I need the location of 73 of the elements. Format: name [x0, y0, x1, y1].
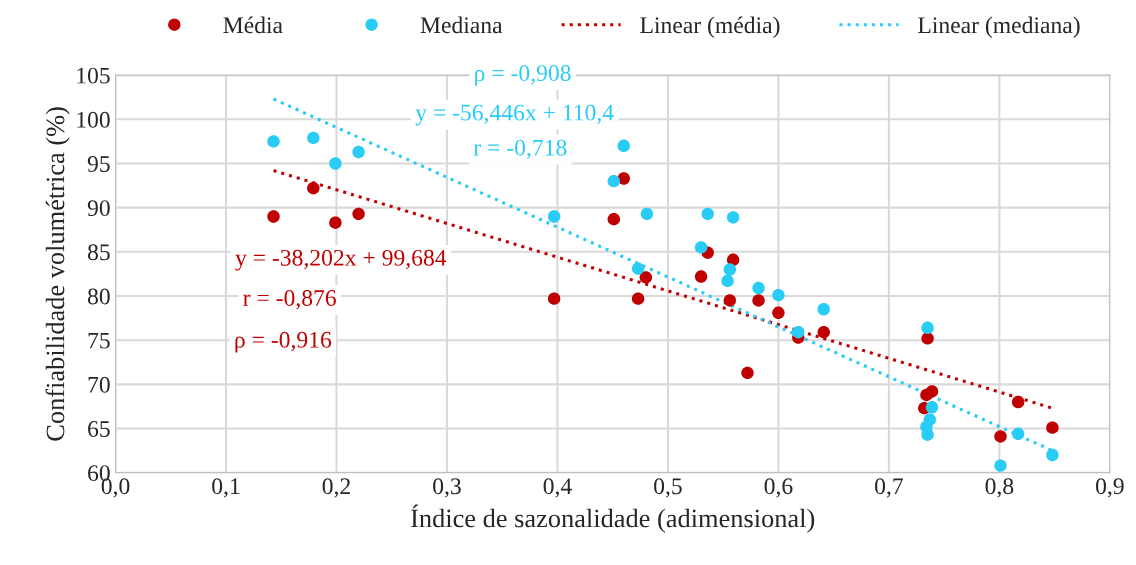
- annotation: ρ = -0,908: [475, 65, 571, 86]
- x-tick-label: 0,9: [1096, 478, 1124, 498]
- point: [792, 326, 805, 339]
- point: [694, 241, 708, 254]
- point: [721, 274, 734, 288]
- point: [329, 216, 342, 229]
- legend-label: Média: [223, 16, 283, 34]
- x-tick-label: 0,2: [322, 478, 350, 498]
- point: [607, 174, 621, 188]
- point: [307, 182, 320, 195]
- annotation: r = -0,718: [473, 139, 567, 160]
- point: [921, 321, 934, 335]
- point: [726, 253, 740, 266]
- point: [772, 288, 785, 302]
- point: [329, 157, 342, 170]
- point: [921, 332, 934, 345]
- annotation: y = -38,202x + 99,684: [235, 249, 447, 271]
- point: [994, 459, 1007, 472]
- point: [547, 210, 561, 223]
- point: [723, 294, 737, 307]
- annotation: ρ = -0,916: [235, 331, 332, 353]
- x-tick-label: 0,7: [875, 478, 903, 498]
- x-tick-label: 0,8: [985, 478, 1014, 498]
- point: [726, 211, 740, 224]
- point: [741, 366, 754, 380]
- point: [267, 210, 280, 223]
- legend-label: Linear (mediana): [918, 16, 1080, 38]
- point: [607, 212, 621, 226]
- x-tick-label: 0,1: [212, 478, 240, 498]
- point: [617, 139, 630, 153]
- legend-label: Linear (média): [640, 16, 780, 38]
- point: [639, 271, 653, 284]
- annotation: r = -0,876: [243, 289, 336, 310]
- legend-label: Mediana: [420, 16, 503, 34]
- point: [1046, 421, 1059, 434]
- y-tick-label: 105: [77, 67, 110, 84]
- point: [994, 430, 1007, 443]
- point: [817, 303, 830, 316]
- y-tick-label: 100: [77, 111, 110, 128]
- y-tick-label: 70: [88, 376, 110, 393]
- point: [352, 207, 365, 221]
- y-tick-label: 65: [88, 421, 110, 437]
- point: [925, 401, 939, 414]
- point: [352, 145, 365, 159]
- point: [1011, 427, 1025, 441]
- point: [547, 292, 561, 305]
- point: [631, 292, 645, 305]
- y-axis-title: Confiabilidade volumétrica (%): [45, 107, 70, 441]
- y-tick-label: 80: [87, 288, 110, 305]
- point: [701, 207, 714, 221]
- point: [1011, 395, 1025, 409]
- point: [694, 270, 708, 283]
- annotation: y = -56,446x + 110,4: [415, 104, 614, 126]
- y-tick-label: 90: [87, 200, 110, 217]
- y-tick-label: 75: [88, 332, 110, 349]
- point: [723, 263, 737, 276]
- y-tick-label: 85: [87, 244, 110, 261]
- x-tick-label: 0,6: [764, 478, 793, 498]
- x-tick-label: 0,5: [654, 478, 682, 498]
- point: [307, 131, 320, 145]
- point: [772, 306, 785, 319]
- point: [752, 294, 765, 307]
- x-tick-label: 0,3: [433, 478, 461, 498]
- x-axis-title: Índice de sazonalidade (adimensional): [411, 504, 815, 533]
- point: [640, 207, 654, 221]
- x-tick-label: 0,4: [543, 478, 572, 498]
- point: [920, 388, 933, 402]
- point: [267, 135, 280, 148]
- point: [817, 326, 830, 339]
- point: [1046, 448, 1059, 462]
- y-tick-label: 95: [87, 156, 110, 172]
- point: [752, 281, 765, 295]
- point: [631, 262, 645, 275]
